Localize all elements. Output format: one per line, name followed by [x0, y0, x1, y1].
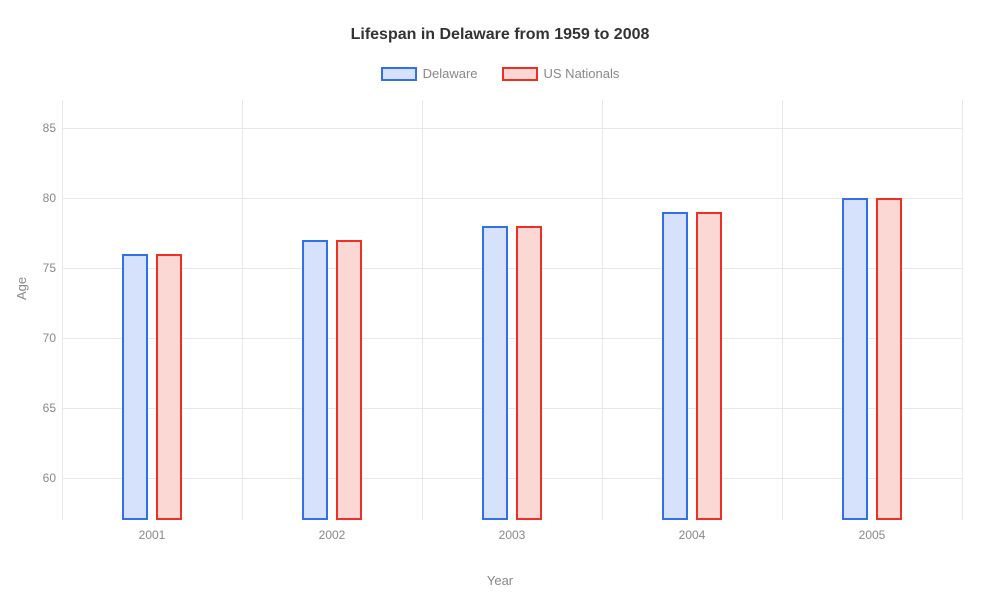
gridline-vertical	[602, 100, 603, 520]
gridline-horizontal	[62, 408, 962, 409]
y-tick-label: 65	[26, 401, 56, 415]
gridline-horizontal	[62, 128, 962, 129]
gridline-horizontal	[62, 198, 962, 199]
x-tick-label: 2001	[139, 528, 166, 542]
gridline-vertical	[62, 100, 63, 520]
x-tick-label: 2005	[859, 528, 886, 542]
x-axis-label: Year	[487, 573, 513, 588]
gridline-horizontal	[62, 478, 962, 479]
legend-item-us-nationals: US Nationals	[502, 66, 620, 81]
chart-container: Lifespan in Delaware from 1959 to 2008 D…	[0, 0, 1000, 600]
bar-us-nationals	[336, 240, 362, 520]
gridline-vertical	[242, 100, 243, 520]
gridline-vertical	[782, 100, 783, 520]
gridline-horizontal	[62, 268, 962, 269]
x-tick-label: 2002	[319, 528, 346, 542]
legend-swatch-delaware	[381, 67, 417, 81]
x-tick-label: 2003	[499, 528, 526, 542]
bar-delaware	[302, 240, 328, 520]
legend-label-delaware: Delaware	[423, 66, 478, 81]
y-tick-label: 80	[26, 191, 56, 205]
plot-area: 60657075808520012002200320042005	[62, 100, 962, 520]
legend-swatch-us-nationals	[502, 67, 538, 81]
bar-delaware	[662, 212, 688, 520]
bar-us-nationals	[876, 198, 902, 520]
gridline-horizontal	[62, 338, 962, 339]
bar-us-nationals	[696, 212, 722, 520]
y-tick-label: 75	[26, 261, 56, 275]
bar-delaware	[122, 254, 148, 520]
legend-label-us-nationals: US Nationals	[544, 66, 620, 81]
gridline-vertical	[422, 100, 423, 520]
y-tick-label: 60	[26, 471, 56, 485]
gridline-vertical	[962, 100, 963, 520]
y-tick-label: 70	[26, 331, 56, 345]
legend: Delaware US Nationals	[0, 66, 1000, 81]
bar-us-nationals	[516, 226, 542, 520]
chart-title: Lifespan in Delaware from 1959 to 2008	[0, 0, 1000, 44]
x-tick-label: 2004	[679, 528, 706, 542]
y-axis-label: Age	[14, 277, 29, 300]
bar-delaware	[482, 226, 508, 520]
bar-us-nationals	[156, 254, 182, 520]
legend-item-delaware: Delaware	[381, 66, 478, 81]
bar-delaware	[842, 198, 868, 520]
y-tick-label: 85	[26, 121, 56, 135]
